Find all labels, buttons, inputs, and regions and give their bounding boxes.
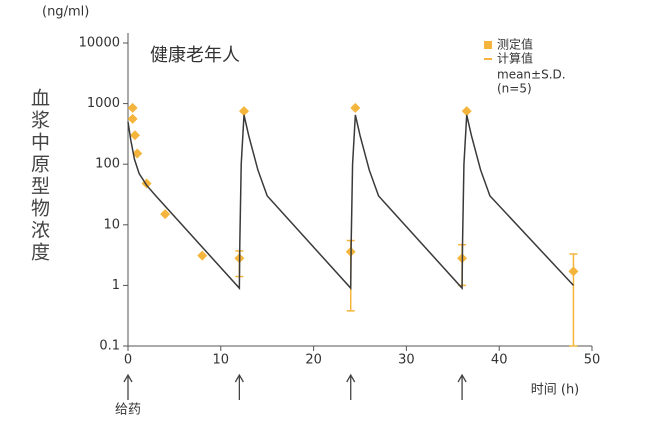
measured-point xyxy=(129,130,140,141)
measured-point xyxy=(568,266,579,277)
y-unit: (ng/ml) xyxy=(42,5,89,20)
legend-marker xyxy=(484,41,492,49)
legend-note: mean±S.D. xyxy=(497,68,566,82)
measured-point xyxy=(197,250,208,261)
y-tick-label: 10 xyxy=(103,217,120,232)
y-tick-label: 100 xyxy=(95,157,120,172)
y-tick-label: 10000 xyxy=(79,36,120,51)
measured-point xyxy=(239,106,249,117)
measured-point xyxy=(160,209,171,220)
measured-point xyxy=(127,113,138,124)
dose-arrowhead xyxy=(346,373,356,383)
y-tick-label: 1 xyxy=(112,278,120,293)
x-tick-label: 0 xyxy=(124,353,132,368)
y-tick-label: 1000 xyxy=(87,96,120,111)
legend-label: 计算值 xyxy=(497,51,533,66)
x-tick-label: 10 xyxy=(213,353,230,368)
dose-arrowhead xyxy=(234,373,244,383)
dose-label: 给药 xyxy=(115,403,141,418)
y-tick-label: 0.1 xyxy=(99,339,120,354)
calc-line xyxy=(127,114,574,291)
measured-point xyxy=(350,102,361,113)
y-label: 血浆中原型物浓度 xyxy=(28,88,50,264)
legend-label: 测定值 xyxy=(497,37,533,52)
dose-arrowhead xyxy=(123,373,133,383)
legend-note: (n=5) xyxy=(497,82,532,96)
measured-point xyxy=(127,102,138,113)
chart-title: 健康老年人 xyxy=(150,45,240,66)
measured-point xyxy=(132,148,143,159)
measured-point xyxy=(461,106,472,117)
x-tick-label: 20 xyxy=(305,353,322,368)
x-tick-label: 50 xyxy=(584,353,601,368)
x-label: 时间 (h) xyxy=(531,383,580,398)
x-tick-label: 30 xyxy=(398,353,415,368)
x-tick-label: 40 xyxy=(491,353,508,368)
dose-arrowhead xyxy=(457,373,467,383)
